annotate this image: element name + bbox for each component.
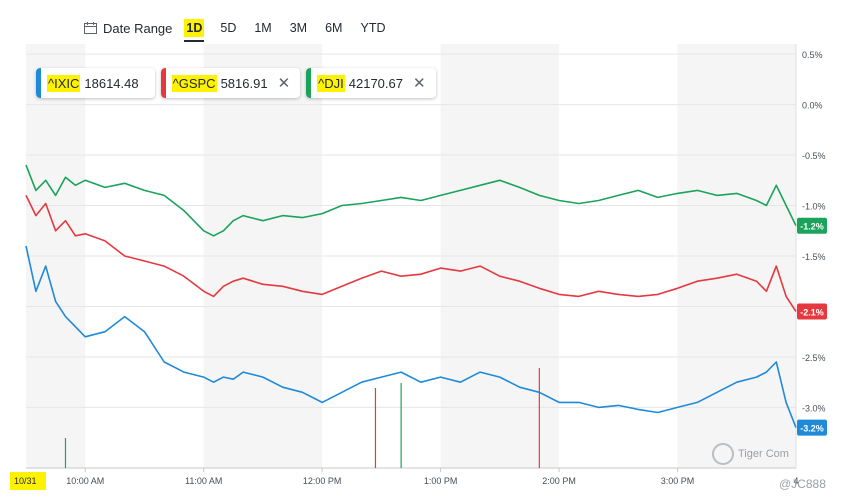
y-tick-label-0: 0.5% — [802, 50, 823, 60]
range-button-ytd[interactable]: YTD — [360, 21, 386, 35]
x-end-label: 4 — [793, 476, 798, 486]
series-line-ixic — [25, 245, 797, 428]
range-button-6m[interactable]: 6M — [325, 21, 343, 35]
dji-close-icon[interactable]: ✕ — [413, 75, 426, 92]
gspc-close-icon[interactable]: ✕ — [277, 75, 291, 92]
x-start-label: 10/31 — [14, 476, 37, 486]
watermark-brand: Tiger Com — [738, 448, 789, 460]
x-tick-label-2: 12:00 PM — [303, 476, 342, 486]
x-tick-label-4: 2:00 PM — [542, 476, 576, 486]
y-tick-label-2: -0.5% — [802, 151, 826, 161]
tiger-logo-icon — [712, 443, 734, 465]
series-line-gspc — [25, 195, 797, 312]
watermark: Tiger Com — [712, 443, 789, 465]
series-line-dji — [25, 164, 797, 237]
end-label-bg-dji — [797, 217, 827, 234]
ixic-value: 18614.48 — [84, 75, 139, 91]
end-label-dji: -1.2% — [800, 222, 824, 232]
y-tick-label-4: -1.5% — [802, 252, 826, 262]
end-label-bg-ixic — [797, 419, 827, 436]
legend-chip-ixic[interactable]: ^IXIC 18614.48 — [36, 68, 155, 98]
end-label-ixic: -3.2% — [800, 424, 824, 434]
gspc-symbol: ^GSPC — [171, 74, 217, 92]
end-label-gspc: -2.1% — [800, 308, 824, 318]
range-button-5d[interactable]: 5D — [220, 21, 237, 35]
date-range-button[interactable]: Date Range — [84, 21, 172, 36]
x-tick-label-1: 11:00 AM — [185, 476, 222, 486]
y-tick-label-6: -2.5% — [802, 353, 826, 363]
legend-chips: ^IXIC 18614.48 ^GSPC 5816.91 ✕ ^DJI 4217… — [36, 68, 436, 98]
ixic-symbol: ^IXIC — [47, 74, 81, 92]
x-start-highlight — [10, 472, 46, 490]
watermark-user: @JC888 — [779, 477, 826, 491]
x-tick-label-0: 10:00 AM — [66, 476, 104, 486]
range-button-3m[interactable]: 3M — [289, 21, 308, 35]
legend-chip-dji[interactable]: ^DJI 42170.67 ✕ — [306, 68, 436, 98]
range-button-1m[interactable]: 1M — [254, 21, 272, 35]
calendar-icon — [84, 22, 97, 34]
gspc-value: 5816.91 — [220, 75, 268, 91]
ixic-color-bar — [36, 68, 41, 98]
y-tick-label-1: 0.0% — [802, 101, 823, 111]
dji-symbol: ^DJI — [317, 74, 345, 92]
range-button-1d[interactable]: 1D — [184, 19, 205, 42]
legend-chip-gspc[interactable]: ^GSPC 5816.91 ✕ — [160, 68, 301, 98]
dji-color-bar — [306, 68, 312, 98]
gspc-color-bar — [160, 68, 166, 98]
x-tick-label-5: 3:00 PM — [661, 476, 695, 486]
range-toolbar: Date Range 1D 5D 1M 3M 6M YTD — [84, 14, 401, 42]
end-label-bg-gspc — [797, 303, 827, 320]
date-range-label: Date Range — [103, 20, 173, 36]
y-tick-label-7: -3.0% — [802, 403, 826, 413]
y-tick-label-3: -1.0% — [802, 202, 826, 212]
dji-value: 42170.67 — [348, 75, 403, 91]
x-tick-label-3: 1:00 PM — [424, 476, 458, 486]
